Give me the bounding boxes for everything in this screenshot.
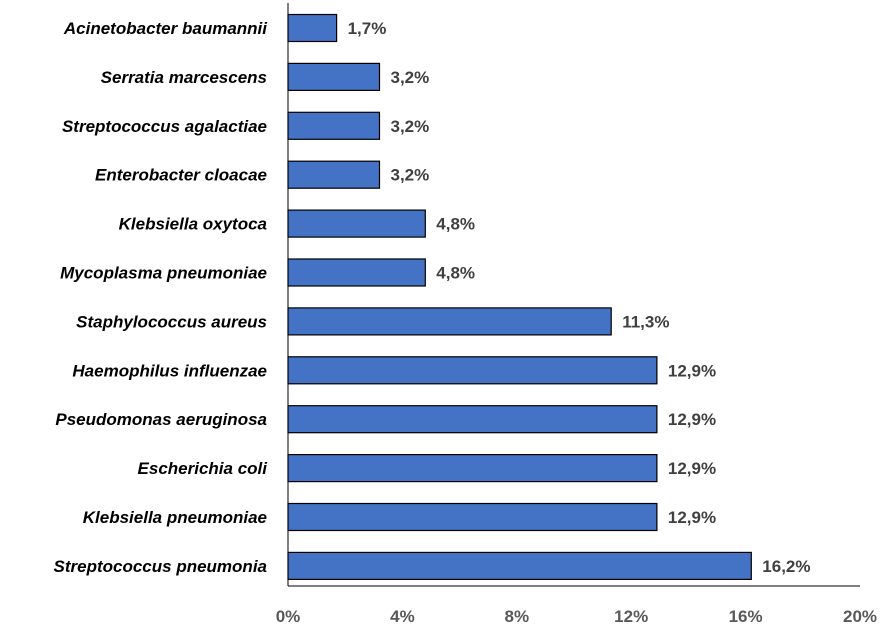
category-label: Streptococcus pneumonia [54, 557, 267, 576]
x-tick-label: 12% [614, 607, 648, 626]
data-label: 1,7% [348, 19, 387, 38]
bar [287, 454, 658, 483]
x-tick-label: 20% [843, 607, 877, 626]
data-label: 12,9% [668, 410, 716, 429]
data-label: 3,2% [391, 68, 430, 87]
bar [287, 111, 381, 140]
data-label: 4,8% [436, 264, 475, 283]
bar [287, 307, 612, 336]
bar [287, 258, 426, 287]
x-tick-label: 16% [729, 607, 763, 626]
category-label: Escherichia coli [138, 459, 269, 478]
category-label: Staphylococcus aureus [76, 312, 267, 331]
data-labels-layer: 1,7% 3,2% 3,2% 3,2% 4,8% 4,8% 11,3% 12,9% 12,9% 1… [348, 19, 811, 576]
category-labels-layer: Acinetobacter baumannii Serratia marcesce… [54, 19, 269, 576]
data-label: 3,2% [391, 166, 430, 185]
category-label: Enterobacter cloacae [95, 166, 267, 185]
category-label: Haemophilus influenzae [72, 361, 267, 380]
category-label: Pseudomonas aeruginosa [55, 410, 267, 429]
data-label: 11,3% [622, 312, 669, 331]
data-label: 3,2% [391, 117, 430, 136]
bar [287, 502, 658, 532]
category-label: Acinetobacter baumannii [63, 19, 268, 38]
bar [287, 209, 426, 238]
data-label: 12,9% [668, 361, 716, 380]
category-label: Klebsiella pneumoniae [83, 508, 267, 527]
category-label: Klebsiella oxytoca [119, 215, 267, 234]
bar [287, 62, 381, 92]
tick-labels-layer: 0% 4% 8% 12% 16% 20% [276, 607, 877, 626]
category-label: Streptococcus agalactiae [62, 117, 267, 136]
data-label: 16,2% [762, 557, 810, 576]
bar [287, 356, 658, 385]
data-label: 12,9% [668, 508, 716, 527]
x-tick-label: 0% [276, 607, 301, 626]
bar [287, 405, 658, 434]
data-label: 12,9% [668, 459, 716, 478]
category-label: Serratia marcescens [101, 68, 267, 87]
bar [287, 13, 338, 43]
bars-layer [287, 13, 752, 581]
bar [287, 160, 381, 189]
category-label: Mycoplasma pneumoniae [60, 264, 267, 283]
data-label: 4,8% [436, 215, 475, 234]
x-tick-label: 8% [505, 607, 530, 626]
bar [287, 551, 752, 581]
axis-layer [287, 3, 860, 587]
x-tick-label: 4% [390, 607, 415, 626]
